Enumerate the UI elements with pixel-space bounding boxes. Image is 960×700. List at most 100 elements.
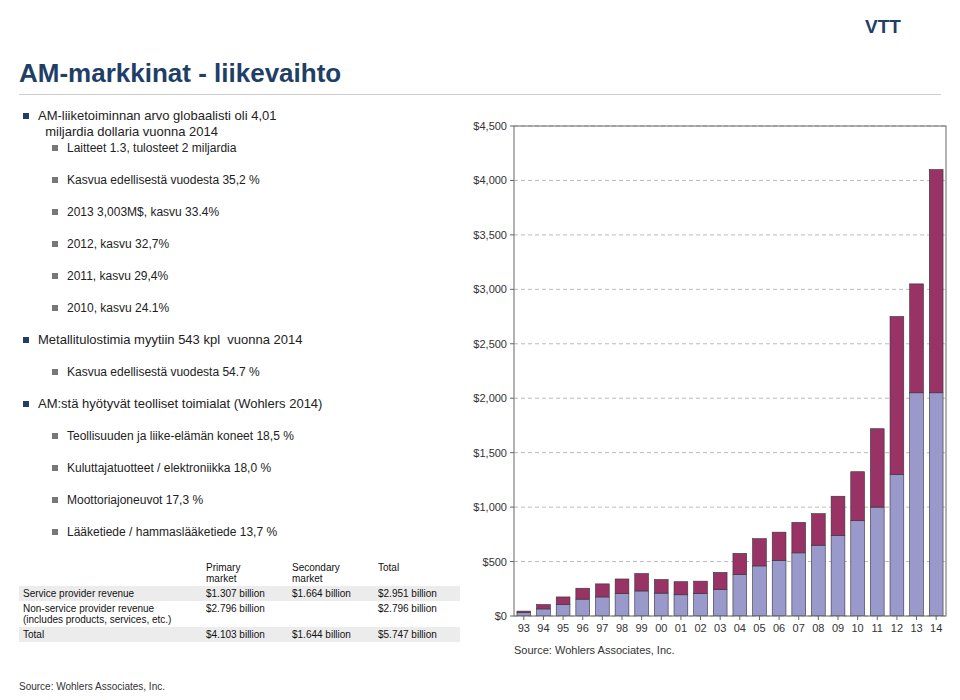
x-tick-label: 94 [537,622,549,634]
bar [753,566,767,616]
table-header: Primary market [202,560,288,586]
y-tick [510,398,514,399]
bar [929,170,943,393]
bullet-text: Laitteet 1.3, tulosteet 2 miljardia [67,140,236,156]
bar [772,532,786,560]
bullet-marker [23,113,29,119]
bullet-text: Kuluttajatuotteet / elektroniikka 18,0 % [67,460,271,476]
x-tick [720,616,721,620]
bar [792,553,806,616]
bullet-text: 2010, kasvu 24.1% [67,300,169,316]
y-tick [510,180,514,181]
x-tick [661,616,662,620]
x-tick-label: 00 [655,622,667,634]
y-tick-label: $3,000 [473,283,507,295]
x-tick [680,616,681,620]
bar [595,584,609,597]
y-tick [510,343,514,344]
bar [615,594,629,616]
table-header: Secondary market [288,560,374,586]
x-tick-label: 10 [852,622,864,634]
y-tick-label: $0 [495,610,507,622]
x-tick [877,616,878,620]
bar [910,393,924,616]
bar [870,429,884,507]
y-tick-label: $2,000 [473,392,507,404]
x-tick-label: 07 [793,622,805,634]
x-tick-label: 95 [557,622,569,634]
bar [674,595,688,616]
x-tick-label: 04 [734,622,746,634]
x-tick [798,616,799,620]
bars [517,170,943,616]
plot-frame [514,126,946,616]
bar [910,284,924,393]
table-header: Total [374,560,460,586]
bar [635,574,649,591]
y-tick [510,452,514,453]
logo: VTT [853,16,913,38]
y-tick [510,561,514,562]
x-tick-label: 97 [596,622,608,634]
bar [576,588,590,599]
table-row-label: Total [19,627,202,642]
bar [576,599,590,616]
y-tick-label: $4,500 [473,120,507,132]
x-tick [641,616,642,620]
table-cell: $2.796 billion [374,601,460,627]
table-cell: $4.103 billion [202,627,288,642]
bar [851,472,865,521]
x-tick-label: 93 [518,622,530,634]
bar [811,514,825,546]
title: AM-markkinat - liikevaihto [19,58,341,89]
bar [753,539,767,566]
x-tick [779,616,780,620]
table-cell: $1.644 billion [288,627,374,642]
x-tick [896,616,897,620]
x-tick-label: 03 [714,622,726,634]
table-cell: $1.664 billion [288,586,374,601]
table-cell: $1.307 billion [202,586,288,601]
x-tick-label: 01 [675,622,687,634]
bullet-text: AM:stä hyötyvät teolliset toimialat (Woh… [38,396,322,412]
bullet-text: Metallitulostimia myytiin 543 kpl vuonna… [38,332,302,348]
bar [537,605,551,609]
bullet-text: Kasvua edellisestä vuodesta 35,2 % [67,172,260,188]
bar [929,393,943,616]
bullet-marker [23,337,29,343]
bar [831,535,845,616]
bullet-marker [52,529,58,535]
x-tick [622,616,623,620]
x-tick-label: 98 [616,622,628,634]
bullet-text: 2011, kasvu 29,4% [67,268,168,284]
bullet-text: Lääketiede / hammaslääketiede 13,7 % [67,524,277,540]
x-tick [739,616,740,620]
bar [694,594,708,616]
revenue-table: Primary marketSecondary marketTotalServi… [19,560,460,642]
bullet-marker [23,401,29,407]
y-tick [510,289,514,290]
bar [595,597,609,616]
bullet-marker [52,177,58,183]
y-tick [510,616,514,617]
bar [615,579,629,594]
x-tick [759,616,760,620]
bar [772,560,786,616]
grid-line [514,343,946,344]
table-cell: $2.796 billion [202,601,288,627]
x-tick [563,616,564,620]
table-row-label: Non-service provider revenue (includes p… [19,601,202,627]
bar [517,611,531,613]
bullet-marker [52,305,58,311]
chart-source: Source: Wohlers Associates, Inc. [514,644,675,656]
y-tick-label: $500 [483,556,507,568]
x-tick-label: 11 [872,622,883,634]
bullet-marker [52,209,58,215]
x-tick-label: 12 [891,622,903,634]
table-source: Source: Wohlers Associates, Inc. [19,681,165,692]
bar [635,591,649,616]
y-tick-label: $1,000 [473,501,507,513]
bullet-text: Moottoriajoneuvot 17,3 % [67,492,203,508]
bar [792,522,806,552]
bullet-marker [52,433,58,439]
